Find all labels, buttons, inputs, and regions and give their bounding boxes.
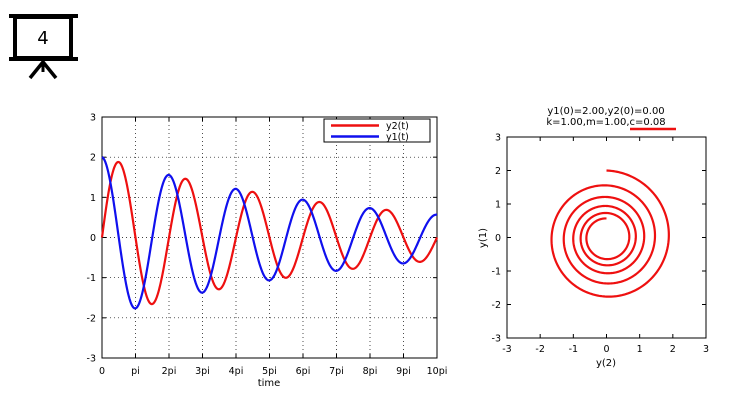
- y-tick-label: 2: [495, 166, 501, 177]
- y-tick-label: 1: [90, 193, 96, 204]
- phase-trajectory-line: [550, 169, 670, 298]
- x-tick-label: 2: [670, 344, 676, 355]
- x-tick-label: 1: [637, 344, 643, 355]
- y-tick-label: 2: [90, 153, 96, 164]
- x-tick-label: 5pi: [262, 366, 277, 377]
- y-axis-label: y(1): [478, 228, 489, 248]
- x-tick-label: 3: [703, 344, 709, 355]
- series-line-y1t: [101, 156, 438, 310]
- x-tick-label: 0: [603, 344, 609, 355]
- y-tick-label: -2: [87, 313, 96, 324]
- x-tick-label: 9pi: [396, 366, 411, 377]
- chart-title-line-2: k=1.00,m=1.00,c=0.08: [546, 117, 665, 128]
- y-axis-ticks: -3 -2 -1 0 1 2 3: [87, 113, 437, 365]
- x-axis-label: y(2): [596, 358, 616, 369]
- badge-number: 4: [37, 28, 48, 49]
- legend-label-y1: y1(t): [386, 132, 409, 143]
- x-tick-label: 2pi: [162, 366, 177, 377]
- x-tick-label: 3pi: [195, 366, 210, 377]
- x-axis-ticks: -3 -2 -1 0 1 2 3: [502, 137, 709, 355]
- legend-box: [323, 118, 431, 143]
- y-tick-label: -3: [492, 334, 501, 345]
- series-line-y2t: [100, 160, 438, 306]
- x-axis-label: time: [258, 378, 281, 389]
- y-tick-label: -1: [87, 273, 96, 284]
- phase-portrait-chart: y1(0)=2.00,y2(0)=0.00 k=1.00,m=1.00,c=0.…: [478, 106, 709, 369]
- phase-trajectory: [550, 169, 670, 298]
- presentation-board-icon[interactable]: 4: [9, 14, 78, 80]
- y-tick-label: 0: [495, 233, 501, 244]
- y-tick-label: -3: [87, 354, 96, 365]
- series-lines: [100, 156, 438, 310]
- x-tick-label: 8pi: [363, 366, 378, 377]
- time-series-chart: -3 -2 -1 0 1 2 3 0 pi 2pi 3pi 4pi 5pi 6pi 7pi 8pi 9pi 10…: [87, 113, 448, 390]
- y-tick-label: 3: [90, 113, 96, 124]
- x-tick-label: -1: [569, 344, 578, 355]
- y-tick-label: -2: [492, 300, 501, 311]
- legend-label-y2: y2(t): [386, 121, 409, 132]
- x-tick-label: -3: [502, 344, 511, 355]
- plot-frame: [506, 136, 707, 339]
- y-tick-label: 3: [495, 133, 501, 144]
- x-axis-ticks: 0 pi 2pi 3pi 4pi 5pi 6pi 7pi 8pi 9pi 10pi: [99, 117, 447, 377]
- chart-title-line-1: y1(0)=2.00,y2(0)=0.00: [547, 106, 664, 117]
- x-tick-label: 0: [99, 366, 105, 377]
- x-tick-label: 10pi: [427, 366, 448, 377]
- y-axis-ticks: -3 -2 -1 0 1 2 3: [492, 133, 706, 345]
- x-tick-label: -2: [535, 344, 544, 355]
- y-tick-label: 1: [495, 200, 501, 211]
- x-tick-label: 6pi: [296, 366, 311, 377]
- legend: y2(t) y1(t): [323, 118, 431, 143]
- y-tick-label: -1: [492, 267, 501, 278]
- x-tick-label: pi: [131, 366, 140, 377]
- y-tick-label: 0: [90, 233, 96, 244]
- x-tick-label: 7pi: [329, 366, 344, 377]
- x-tick-label: 4pi: [229, 366, 244, 377]
